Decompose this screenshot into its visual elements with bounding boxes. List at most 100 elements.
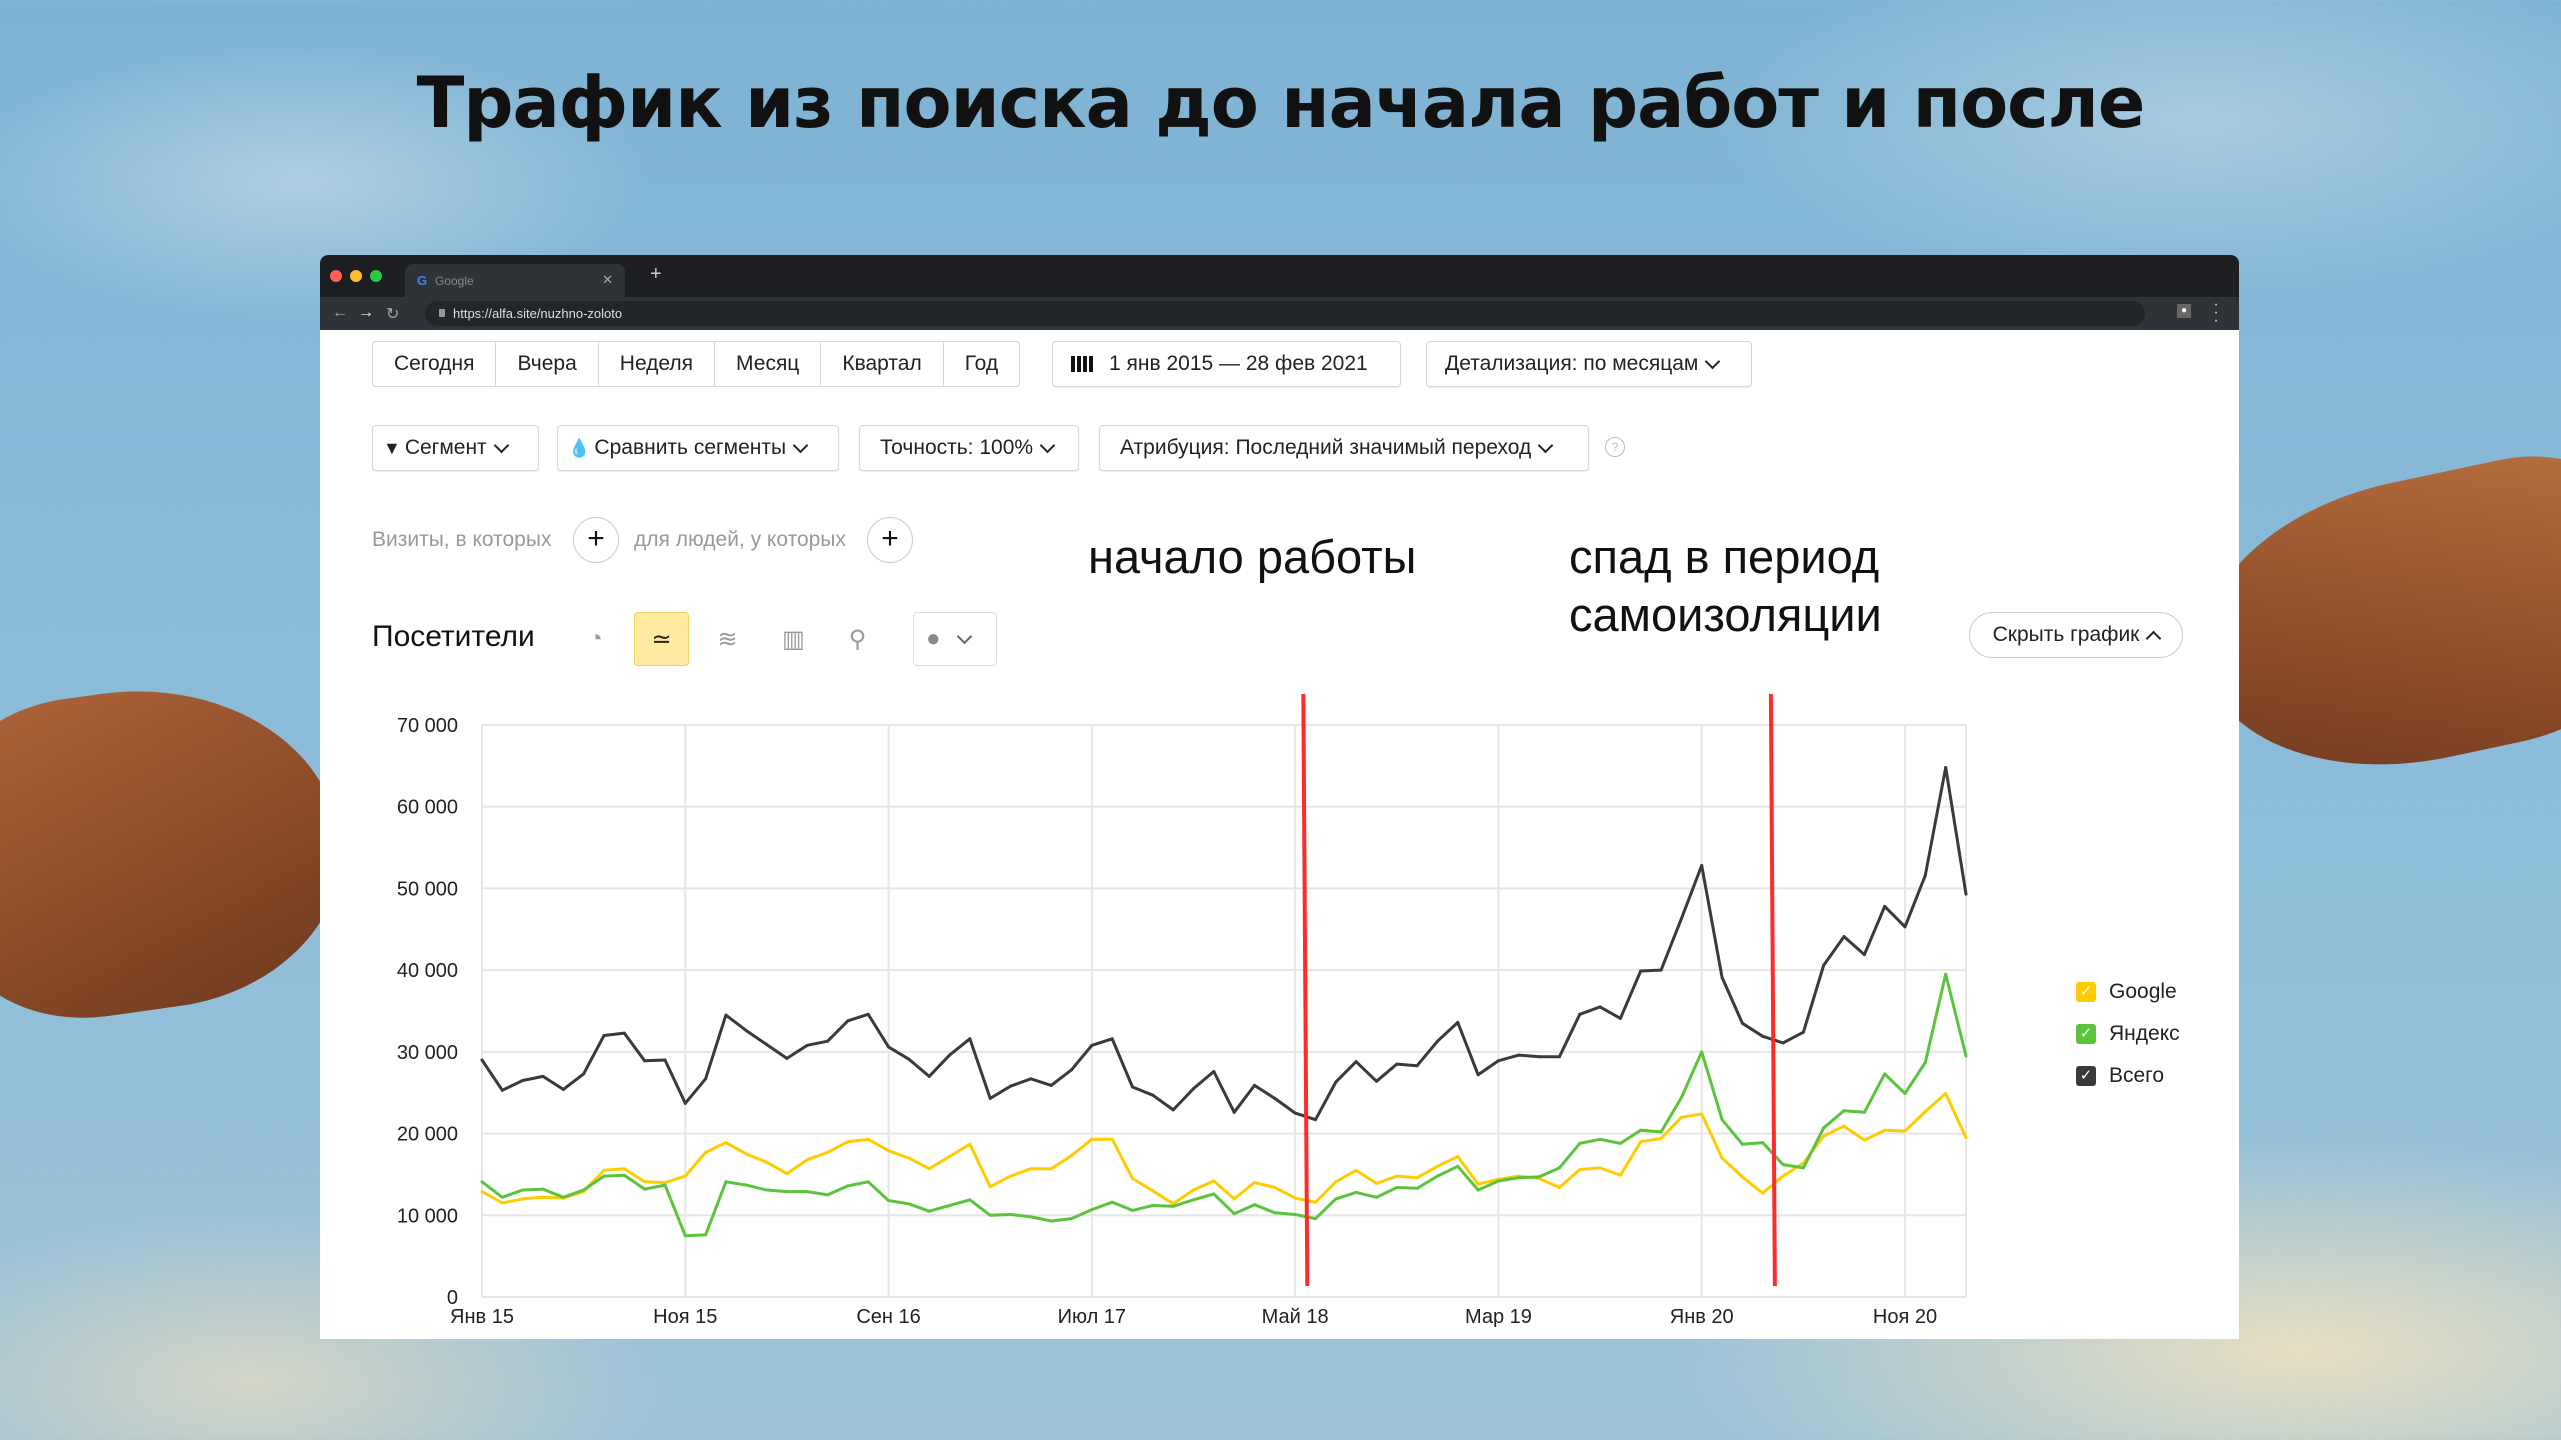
data-point [765, 1043, 769, 1047]
data-point [1232, 1197, 1236, 1201]
period-week[interactable]: Неделя [599, 342, 716, 386]
data-point [724, 1013, 728, 1017]
y-tick-label: 50 000 [397, 878, 458, 900]
chevron-up-icon [2146, 630, 2162, 646]
period-year[interactable]: Год [964, 352, 999, 375]
data-point [1476, 1182, 1480, 1186]
data-point [1293, 1111, 1297, 1115]
data-point [541, 1187, 545, 1191]
browser-menu-icon[interactable]: · · · [2213, 296, 2219, 329]
data-point [1212, 1192, 1216, 1196]
add-people-condition-button[interactable]: + [867, 517, 913, 563]
data-point [1801, 1030, 1805, 1034]
legend-yandex[interactable]: ✓ Яндекс [2076, 1022, 2180, 1046]
period-yesterday[interactable]: Вчера [496, 342, 599, 386]
data-point [500, 1195, 504, 1199]
data-point [1334, 1180, 1338, 1184]
data-point [907, 1057, 911, 1061]
segment-dropdown[interactable]: ▼ Сегмент [372, 425, 539, 471]
y-tick-label: 10 000 [397, 1205, 458, 1227]
data-point [1110, 1037, 1114, 1041]
date-range-button[interactable]: 1 янв 2015 — 28 фев 2021 [1052, 341, 1401, 387]
data-point [480, 1058, 484, 1062]
close-window-button[interactable] [330, 270, 342, 282]
data-point [622, 1173, 626, 1177]
data-point [866, 1012, 870, 1016]
browser-tab[interactable]: G Google ✕ [405, 264, 625, 297]
data-point [1131, 1177, 1135, 1181]
attribution-dropdown[interactable]: Атрибуция: Последний значимый переход [1099, 425, 1589, 471]
detail-dropdown[interactable]: Детализация: по месяцам [1426, 341, 1752, 387]
close-tab-icon[interactable]: ✕ [602, 272, 613, 287]
data-point [744, 1029, 748, 1033]
data-point [1923, 1110, 1927, 1114]
line-chart-icon[interactable]: ≃ [634, 612, 689, 666]
data-point [1313, 1200, 1317, 1204]
maximize-window-button[interactable] [370, 270, 382, 282]
back-icon[interactable]: ← [332, 304, 348, 321]
x-tick-label: Май 18 [1262, 1306, 1329, 1328]
data-point [1923, 1060, 1927, 1064]
checkbox-checked-icon[interactable]: ✓ [2076, 1066, 2096, 1086]
data-point [866, 1137, 870, 1141]
reload-icon[interactable]: ↻ [386, 306, 400, 323]
tab-title: Google [435, 274, 474, 288]
data-point [1862, 1110, 1866, 1114]
data-point [1151, 1203, 1155, 1207]
data-point [1212, 1069, 1216, 1073]
pie-chart-icon[interactable]: ◔ [588, 625, 603, 652]
add-visit-condition-button[interactable]: + [573, 517, 619, 563]
data-point [1435, 1174, 1439, 1178]
area-chart-icon[interactable]: ≋ [717, 625, 738, 653]
period-quarter[interactable]: Квартал [821, 342, 944, 386]
x-tick-label: Ноя 15 [653, 1306, 717, 1328]
legend-google[interactable]: ✓ Google [2076, 980, 2177, 1004]
legend-total[interactable]: ✓ Всего [2076, 1064, 2164, 1088]
accuracy-dropdown[interactable]: Точность: 100% [859, 425, 1079, 471]
y-tick-label: 70 000 [397, 715, 458, 737]
data-point [1151, 1093, 1155, 1097]
data-point [643, 1059, 647, 1063]
data-point [805, 1158, 809, 1162]
hide-chart-button[interactable]: Скрыть график [1969, 612, 2183, 658]
checkbox-checked-icon[interactable]: ✓ [2076, 982, 2096, 1002]
bar-chart-icon[interactable]: ▥ [782, 625, 805, 653]
checkbox-checked-icon[interactable]: ✓ [2076, 1024, 2096, 1044]
data-point [907, 1202, 911, 1206]
comment-icon: ● [926, 625, 941, 652]
data-point [846, 1019, 850, 1023]
data-point [561, 1195, 565, 1199]
profile-icon[interactable]: ● [2177, 304, 2191, 318]
data-point [704, 1233, 708, 1237]
forward-icon[interactable]: → [358, 304, 374, 321]
annotation-drop-line2: самоизоляции [1569, 588, 1882, 641]
compare-label: Сравнить сегменты [594, 436, 787, 459]
map-icon[interactable]: ⚲ [848, 625, 867, 653]
data-point [1578, 1012, 1582, 1016]
period-today[interactable]: Сегодня [373, 342, 497, 386]
data-point [1944, 972, 1948, 976]
data-point [1354, 1190, 1358, 1194]
url-field[interactable]: https://alfa.site/nuzhno-zoloto [425, 301, 2145, 326]
data-point [1923, 873, 1927, 877]
help-icon[interactable]: ? [1605, 437, 1625, 457]
data-point [1456, 1164, 1460, 1168]
data-point [927, 1074, 931, 1078]
compare-segments-dropdown[interactable]: 💧 Сравнить сегменты [557, 425, 839, 471]
new-tab-button[interactable]: + [650, 263, 662, 285]
data-point [1964, 1054, 1968, 1058]
data-point [704, 1150, 708, 1154]
comment-dropdown[interactable]: ● [913, 612, 997, 666]
data-point [663, 1058, 667, 1062]
data-point [1700, 864, 1704, 868]
data-point [521, 1197, 525, 1201]
page-title: Трафик из поиска до начала работ и после [416, 62, 2146, 144]
data-point [948, 1203, 952, 1207]
data-point [683, 1101, 687, 1105]
data-point [1171, 1204, 1175, 1208]
period-month[interactable]: Месяц [715, 342, 822, 386]
minimize-window-button[interactable] [350, 270, 362, 282]
data-point [1334, 1197, 1338, 1201]
chevron-down-icon [493, 437, 509, 453]
data-point [1313, 1118, 1317, 1122]
